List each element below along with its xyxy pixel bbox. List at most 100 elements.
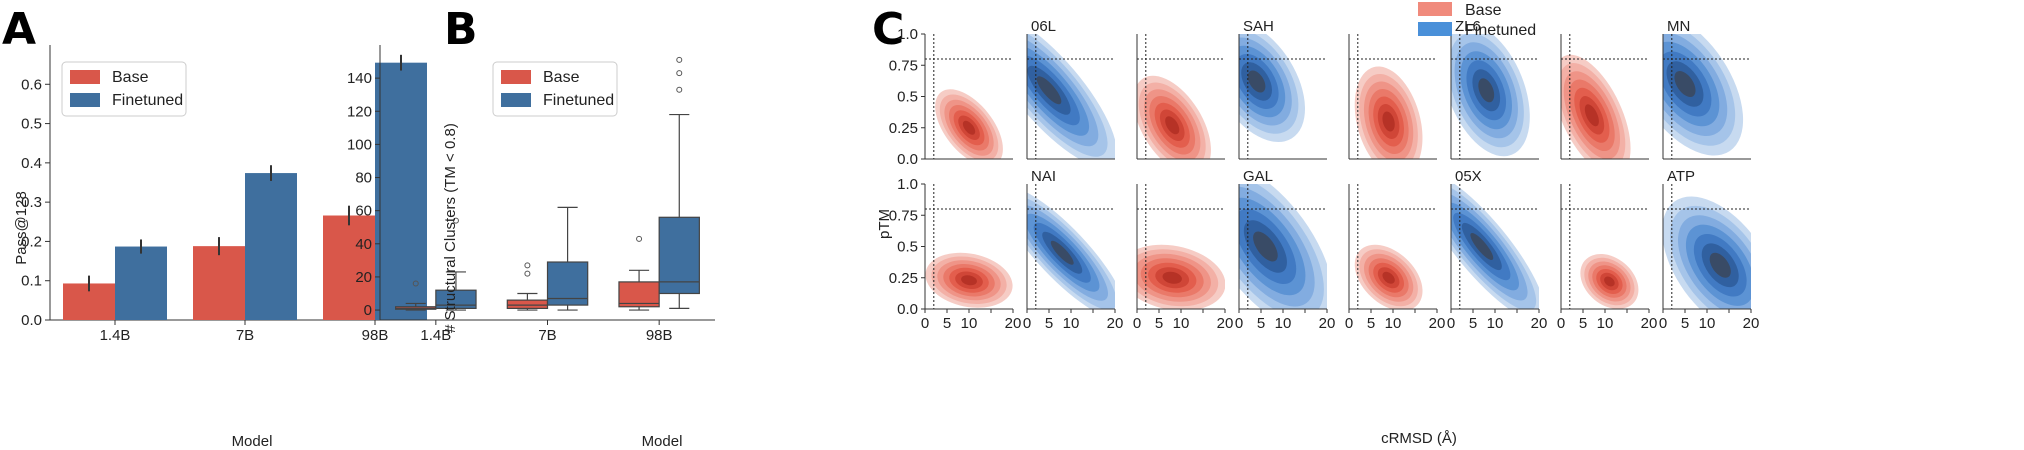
ligand-label-zl6: ZL6 xyxy=(1455,18,1481,35)
x-tick-label: 20 xyxy=(1319,315,1336,332)
density-level xyxy=(961,275,977,286)
x-tick-label: 98B xyxy=(362,327,389,344)
y-tick-label: 100 xyxy=(347,136,372,153)
y-tick-label: 120 xyxy=(347,103,372,120)
x-tick-label: 20 xyxy=(1005,315,1022,332)
x-tick-label: 5 xyxy=(1045,315,1053,332)
legend-label-base: Base xyxy=(112,69,149,86)
density-level xyxy=(1382,271,1395,284)
y-tick-label: 1.0 xyxy=(897,26,918,43)
panel-a-ylabel: Pass@128 xyxy=(13,191,30,265)
panel-a-legend: Base Finetuned xyxy=(61,61,187,117)
y-tick-label: 60 xyxy=(355,203,372,220)
outlier-point xyxy=(676,56,683,63)
density-level xyxy=(1674,71,1696,97)
ligand-label-05x: 05X xyxy=(1455,168,1482,185)
density-level xyxy=(1382,111,1395,132)
density-cell-05x-base: 0 5 10 20 xyxy=(1345,184,1446,332)
panel-b-ylabel: # Structural Clusters (TM < 0.8) xyxy=(442,123,459,333)
legend-swatch-finetuned xyxy=(1418,22,1452,36)
x-tick-label: 1.4B xyxy=(420,327,451,344)
ligand-label-atp: ATP xyxy=(1667,168,1695,185)
legend-label-finetuned: Finetuned xyxy=(543,92,614,109)
box-base-98B xyxy=(618,281,660,308)
ligand-label-mn: MN xyxy=(1667,18,1690,35)
panel-c-cells: 0.00.250.50.751.0 06L SAH ZL6 MN0.00.250.50.… xyxy=(889,18,1760,332)
density-base xyxy=(1354,66,1423,159)
outlier-point xyxy=(524,270,531,277)
panel-letter-a: A xyxy=(2,4,36,55)
bar-base-98B xyxy=(323,215,375,320)
density-cell-gal-finetuned: 0 5 10 20 xyxy=(1235,184,1336,332)
y-tick-label: 0.0 xyxy=(21,312,42,329)
density-level xyxy=(1253,231,1278,262)
x-tick-label: 98B xyxy=(646,327,673,344)
density-level xyxy=(1036,76,1062,105)
y-tick-label: 140 xyxy=(347,70,372,87)
x-tick-label: 20 xyxy=(1429,315,1446,332)
legend-label-base: Base xyxy=(543,69,580,86)
x-tick-label: 5 xyxy=(943,315,951,332)
density-level xyxy=(1050,240,1074,265)
density-cell-zl6-finetuned xyxy=(1450,34,1539,160)
panel-c-legend: Base Finetuned xyxy=(1418,2,1536,39)
x-tick-label: 10 xyxy=(1173,315,1190,332)
x-tick-label: 20 xyxy=(1641,315,1658,332)
density-level xyxy=(1162,271,1182,284)
y-tick-label: 0.1 xyxy=(21,273,42,290)
legend-swatch-finetuned xyxy=(501,93,531,107)
density-cell-nai-finetuned: 0 5 10 20 xyxy=(1023,184,1123,332)
density-level xyxy=(962,120,976,135)
density-level xyxy=(1709,252,1731,278)
outlier-point xyxy=(412,280,419,287)
y-tick-label: 40 xyxy=(355,236,372,253)
density-cell-06l-finetuned xyxy=(1026,34,1115,160)
density-finetuned xyxy=(1663,196,1751,309)
x-tick-label: 5 xyxy=(1579,315,1587,332)
x-tick-label: 0 xyxy=(1133,315,1141,332)
x-tick-label: 1.4B xyxy=(100,327,131,344)
x-tick-label: 10 xyxy=(961,315,978,332)
density-finetuned xyxy=(1239,184,1327,309)
x-tick-label: 0 xyxy=(1557,315,1565,332)
y-tick-label: 0 xyxy=(364,302,372,319)
panel-b-axes: 0 20 40 60 80 100 120 140 1.4B 7B 98B xyxy=(347,45,715,344)
bar-finetuned-98B xyxy=(375,62,427,321)
y-tick-label: 0.4 xyxy=(21,155,42,172)
legend-swatch-finetuned xyxy=(70,93,100,107)
y-tick-label: 0.5 xyxy=(21,116,42,133)
density-cell-gal-base: 0 5 10 20 xyxy=(1133,184,1234,332)
outlier-point xyxy=(452,217,459,224)
x-tick-label: 20 xyxy=(1217,315,1234,332)
x-tick-label: 0 xyxy=(1023,315,1031,332)
ligand-label-nai: NAI xyxy=(1031,168,1056,185)
ligand-label-06l: 06L xyxy=(1031,18,1056,35)
y-tick-label: 0.6 xyxy=(21,76,42,93)
x-tick-label: 5 xyxy=(1469,315,1477,332)
panel-c-ylabel: pTM xyxy=(876,209,893,239)
density-base xyxy=(1580,254,1639,309)
legend-label-finetuned: Finetuned xyxy=(1465,22,1536,39)
density-level xyxy=(1470,232,1494,261)
x-tick-label: 10 xyxy=(1275,315,1292,332)
panel-b-xlabel: Model xyxy=(642,433,683,450)
density-cell-sah-base xyxy=(1136,34,1225,160)
y-tick-label: 0.5 xyxy=(897,239,918,256)
legend-swatch-base xyxy=(1418,2,1452,16)
x-tick-label: 10 xyxy=(1597,315,1614,332)
legend-label-base: Base xyxy=(1465,2,1502,19)
panel-b-boxes xyxy=(395,56,700,311)
density-cell-zl6-base xyxy=(1348,34,1437,160)
outlier-point xyxy=(676,86,683,93)
x-tick-label: 10 xyxy=(1699,315,1716,332)
density-cell-mn-finetuned xyxy=(1662,34,1751,160)
density-finetuned xyxy=(1239,34,1306,142)
panel-b-legend: Base Finetuned xyxy=(492,61,618,117)
x-tick-label: 20 xyxy=(1531,315,1548,332)
density-finetuned xyxy=(1451,184,1539,309)
y-tick-label: 80 xyxy=(355,170,372,187)
panel-c-density-grid: 0.00.250.50.751.0 06L SAH ZL6 MN0.00.250.50.… xyxy=(876,2,1760,447)
y-tick-label: 0.75 xyxy=(889,207,918,224)
x-tick-label: 0 xyxy=(1659,315,1667,332)
